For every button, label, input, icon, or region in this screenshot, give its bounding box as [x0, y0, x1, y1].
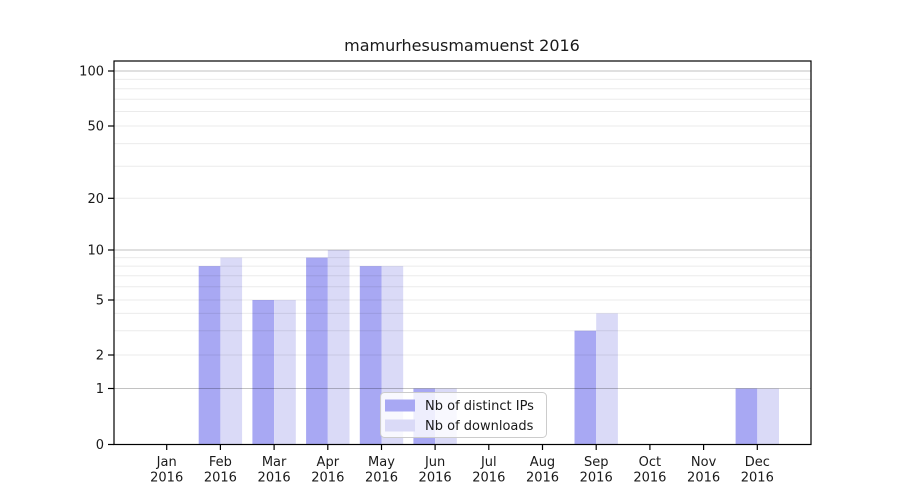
bar-distinct-ips-apr	[306, 257, 328, 445]
x-tick-label-apr: Apr 2016	[311, 455, 344, 486]
x-tick-label-mar: Mar 2016	[258, 455, 291, 486]
bar-downloads-dec	[757, 388, 779, 445]
x-tick-label-jul: Jul 2016	[472, 455, 505, 486]
bar-distinct-ips-feb	[198, 266, 221, 445]
bar-distinct-ips-mar	[252, 300, 275, 445]
x-tick-label-jan: Jan 2016	[150, 455, 183, 486]
bar-downloads-apr	[327, 250, 350, 445]
y-tick-label-5: 5	[96, 294, 104, 309]
y-tick-label-100: 100	[79, 65, 104, 80]
bar-downloads-sep	[596, 313, 618, 445]
y-tick-label-10: 10	[87, 244, 104, 259]
x-tick-label-sep: Sep 2016	[580, 455, 613, 486]
plot-border	[113, 60, 812, 446]
x-tick-label-jun: Jun 2016	[419, 455, 452, 486]
legend: Nb of distinct IPs Nb of downloads	[380, 392, 547, 438]
legend-label-downloads: Nb of downloads	[425, 419, 534, 434]
y-tick-label-0: 0	[96, 438, 104, 453]
bar-distinct-ips-sep	[574, 330, 597, 445]
legend-label-distinct-ips: Nb of distinct IPs	[425, 399, 534, 414]
bar-distinct-ips-dec	[735, 388, 758, 445]
x-tick-label-nov: Nov 2016	[687, 455, 720, 486]
x-tick-label-dec: Dec 2016	[741, 455, 774, 486]
x-tick-label-feb: Feb 2016	[204, 455, 237, 486]
legend-swatch-downloads	[385, 419, 415, 432]
bar-downloads-feb	[220, 257, 243, 445]
bar-distinct-ips-may	[359, 266, 382, 445]
chart-title: mamurhesusmamuenst 2016	[344, 36, 580, 55]
x-tick-label-oct: Oct 2016	[633, 455, 666, 486]
y-tick-label-1: 1	[96, 382, 104, 397]
y-tick-label-20: 20	[87, 192, 104, 207]
bar-downloads-mar	[274, 300, 296, 445]
y-tick-label-2: 2	[96, 349, 104, 364]
y-tick-label-50: 50	[87, 120, 104, 135]
x-tick-label-aug: Aug 2016	[526, 455, 559, 486]
legend-box	[380, 392, 547, 438]
x-tick-label-may: May 2016	[365, 455, 398, 486]
legend-swatch-distinct-ips	[385, 399, 415, 412]
